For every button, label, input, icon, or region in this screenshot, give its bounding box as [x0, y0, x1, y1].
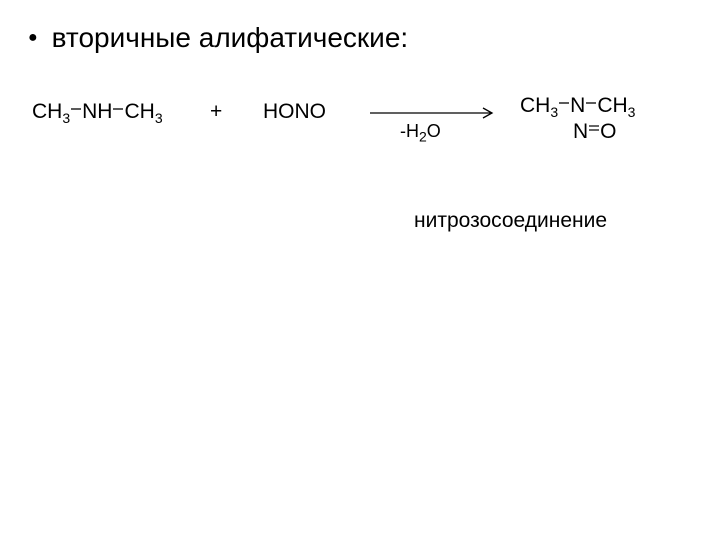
product-line1: CH3NCH3	[520, 95, 635, 119]
single-bond-icon	[71, 105, 81, 113]
single-bond-icon	[586, 99, 596, 107]
byproduct-sub: 2	[419, 129, 427, 145]
byproduct-prefix: -H	[400, 121, 419, 141]
sub-3: 3	[155, 110, 163, 126]
reactant-1: CH3NHCH3	[32, 100, 163, 126]
title-text: вторичные алифатические:	[52, 22, 409, 54]
sub-3: 3	[550, 104, 558, 120]
reaction-arrow: -H2O	[370, 103, 500, 143]
plus-sign: +	[210, 100, 222, 124]
bullet-icon: ●	[28, 29, 38, 47]
n-text: N	[570, 94, 585, 117]
reaction-scheme: CH3NHCH3 + HONO -H2O CH3NCH3 NO	[30, 95, 690, 175]
byproduct-suffix: O	[427, 121, 441, 141]
product-name-label: нитрозосоединение	[414, 209, 607, 233]
reactant-2: HONO	[263, 100, 326, 124]
nh-text: NH	[82, 100, 112, 123]
ch3-text: CH	[124, 100, 154, 123]
product-line2: NO	[573, 121, 617, 142]
ch3-text: CH	[597, 94, 627, 117]
double-bond-icon	[589, 123, 599, 133]
o-text: O	[600, 120, 616, 143]
arrow-byproduct: -H2O	[400, 121, 441, 145]
sub-3: 3	[62, 110, 70, 126]
single-bond-icon	[559, 99, 569, 107]
title-line: ● вторичные алифатические:	[28, 22, 408, 54]
arrow-icon	[370, 105, 500, 121]
sub-3: 3	[628, 104, 636, 120]
n-text: N	[573, 120, 588, 143]
product: CH3NCH3 NO	[520, 95, 635, 119]
single-bond-icon	[113, 105, 123, 113]
ch3-text: CH	[520, 94, 550, 117]
ch3-text: CH	[32, 100, 62, 123]
